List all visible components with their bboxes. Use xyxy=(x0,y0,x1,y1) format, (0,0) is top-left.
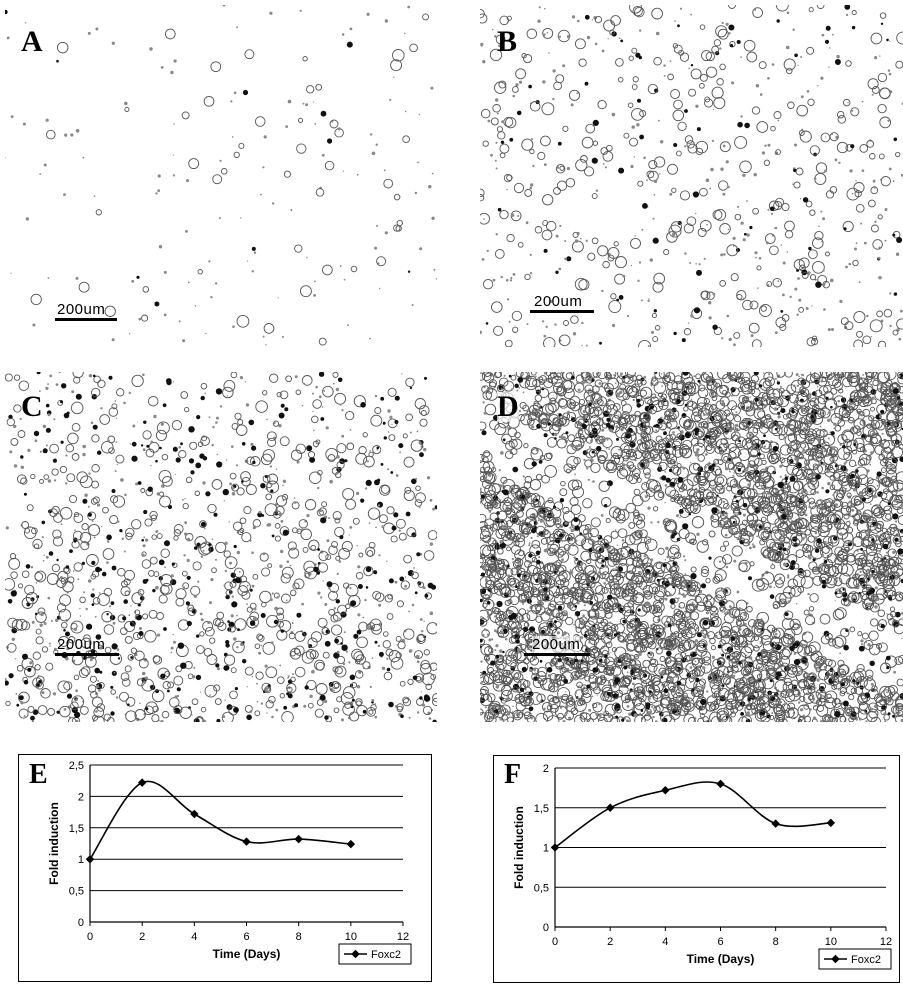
series-line xyxy=(89,780,351,860)
x-tick-label: 2 xyxy=(607,936,613,948)
scale-bar-label: 200um xyxy=(534,293,583,310)
micrograph-c: C 200um xyxy=(5,372,437,722)
data-point xyxy=(346,839,356,849)
micrograph-d-image xyxy=(480,372,903,722)
y-tick-label: 2 xyxy=(78,791,84,803)
cell-texture xyxy=(480,372,903,722)
micrograph-b: B 200um xyxy=(480,5,903,347)
micrograph-a-image xyxy=(5,5,437,346)
y-tick-label: 0 xyxy=(78,917,84,929)
x-axis-label: Time (Days) xyxy=(213,947,281,961)
y-tick-label: 1,5 xyxy=(534,803,549,815)
scale-bar-label: 200um xyxy=(532,636,581,653)
y-tick-label: 1 xyxy=(78,854,84,866)
data-point xyxy=(190,809,199,819)
y-tick-label: 0,5 xyxy=(534,882,549,894)
y-tick-label: 2,5 xyxy=(69,760,84,772)
x-tick-label: 4 xyxy=(662,936,668,948)
legend-label: Foxc2 xyxy=(371,949,401,961)
x-tick-label: 10 xyxy=(825,936,837,948)
cell-texture xyxy=(5,5,437,346)
chart-f: 0 0,5 1 1,5 2 0 2 4 6 8 10 12 Time (Days) Fold induct… xyxy=(512,763,892,970)
x-tick-label: 6 xyxy=(717,936,723,948)
data-point xyxy=(661,786,670,795)
y-axis-label: Fold induction xyxy=(47,802,61,885)
x-tick-label: 6 xyxy=(243,931,249,943)
legend-box xyxy=(818,948,892,970)
data-point xyxy=(605,803,615,812)
y-tick-label: 2 xyxy=(543,763,549,775)
data-point xyxy=(716,779,725,789)
panel-label-c: C xyxy=(21,390,43,423)
data-point xyxy=(242,837,251,846)
panel-label-d: D xyxy=(497,390,519,423)
micrograph-b-image xyxy=(480,5,903,347)
micrograph-a: A 200um xyxy=(5,5,437,347)
panel-label-a: A xyxy=(21,25,43,58)
panel-label-b: B xyxy=(497,25,518,58)
x-tick-label: 8 xyxy=(773,936,779,948)
x-tick-label: 0 xyxy=(87,931,93,943)
data-point xyxy=(771,819,780,828)
legend-label: Foxc2 xyxy=(851,954,881,966)
cell-texture xyxy=(480,5,903,347)
panel-label-f: F xyxy=(504,759,522,790)
scale-bar-line xyxy=(524,653,590,656)
y-tick-label: 1,5 xyxy=(69,823,84,835)
chart-e: 0 0,5 1 1,5 2 2,5 0 2 4 6 8 10 12 Time (Days) Fold ind… xyxy=(47,760,412,965)
chart-f-frame: 0 0,5 1 1,5 2 0 2 4 6 8 10 12 Time (Days) Fold induct… xyxy=(493,755,900,983)
legend-marker xyxy=(351,949,360,959)
micrograph-d: D 200um xyxy=(480,372,903,722)
data-point xyxy=(137,778,147,787)
x-tick-label: 8 xyxy=(296,931,302,943)
x-tick-label: 0 xyxy=(552,936,558,948)
x-tick-label: 4 xyxy=(191,931,197,943)
x-axis-label: Time (Days) xyxy=(687,952,755,966)
series-line xyxy=(554,781,831,849)
x-tick-label: 12 xyxy=(397,931,409,943)
micrograph-c-image xyxy=(5,372,437,722)
x-tick-label: 2 xyxy=(139,931,145,943)
chart-e-frame: 0 0,5 1 1,5 2 2,5 0 2 4 6 8 10 12 Time (Days) Fold ind… xyxy=(18,754,432,982)
x-tick-label: 10 xyxy=(345,931,357,943)
x-tick-label: 12 xyxy=(880,936,892,948)
scale-bar-label: 200um xyxy=(57,301,106,318)
data-point xyxy=(85,854,95,864)
data-point xyxy=(826,818,836,828)
y-tick-label: 0 xyxy=(543,922,549,934)
scale-bar-line xyxy=(530,310,594,313)
cell-texture xyxy=(5,372,437,722)
data-point xyxy=(294,834,303,844)
panel-label-e: E xyxy=(29,759,48,790)
scale-bar-line xyxy=(55,318,117,321)
scale-bar-label: 200um xyxy=(57,636,106,653)
y-tick-label: 1 xyxy=(543,843,549,855)
y-tick-label: 0,5 xyxy=(69,886,84,898)
scale-bar-line xyxy=(55,653,119,656)
legend-box xyxy=(338,943,412,965)
y-axis-label: Fold induction xyxy=(512,806,526,889)
